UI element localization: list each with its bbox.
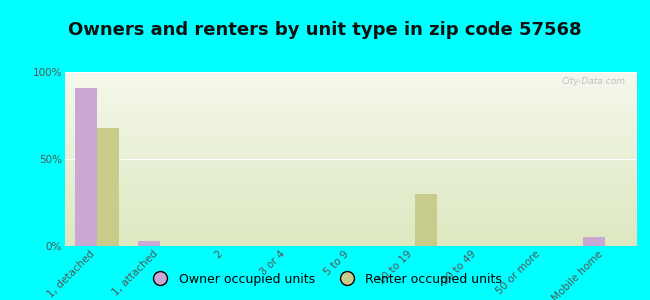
Text: Owners and renters by unit type in zip code 57568: Owners and renters by unit type in zip c… — [68, 21, 582, 39]
Legend: Owner occupied units, Renter occupied units: Owner occupied units, Renter occupied un… — [143, 268, 507, 291]
Bar — [415, 194, 437, 246]
Bar — [138, 241, 161, 246]
Bar — [97, 128, 119, 246]
Bar — [583, 237, 605, 246]
Text: City-Data.com: City-Data.com — [562, 77, 625, 86]
Bar — [75, 88, 97, 246]
